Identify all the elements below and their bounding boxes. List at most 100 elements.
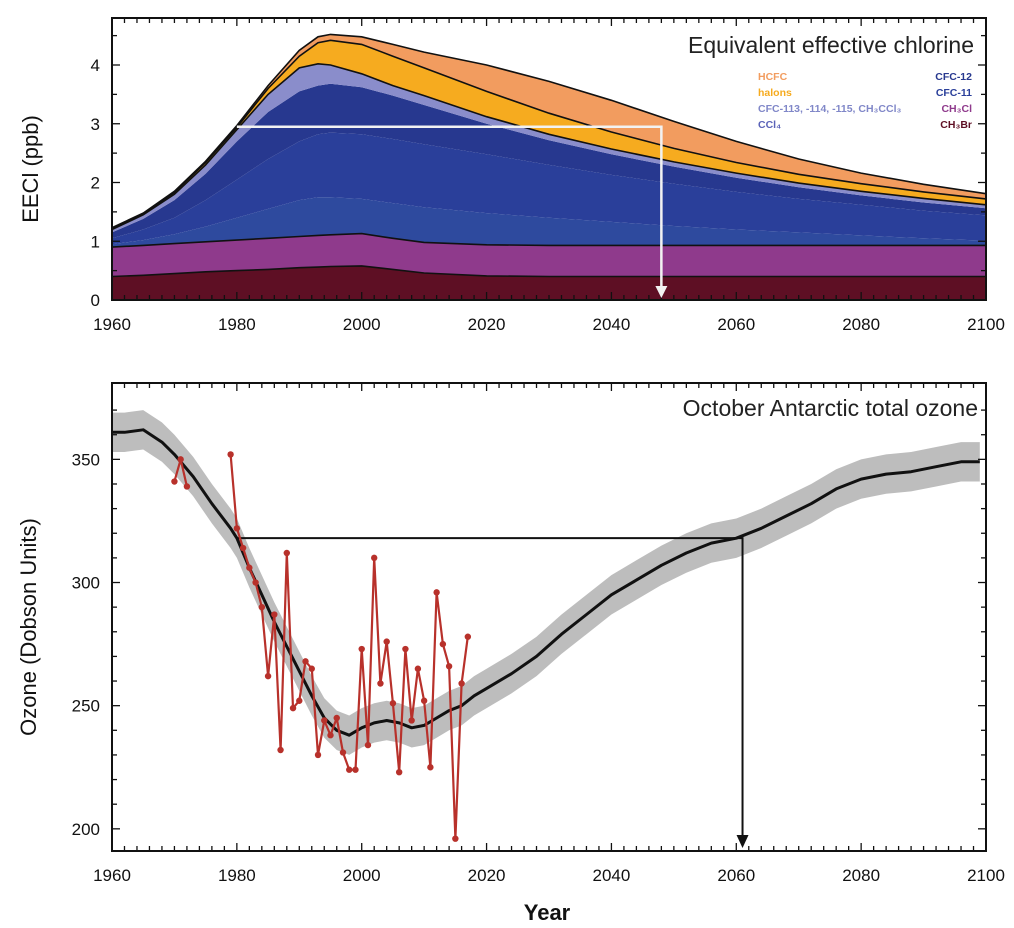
legend-entry: CFC-11 bbox=[936, 87, 972, 99]
observation-point bbox=[395, 768, 403, 776]
observation-point bbox=[333, 714, 340, 722]
legend-entry: CCl₄ bbox=[758, 119, 781, 131]
y-tick-label: 3 bbox=[91, 115, 100, 134]
observation-point bbox=[271, 611, 278, 618]
observation-point bbox=[314, 751, 322, 759]
x-tick-label: 2040 bbox=[593, 315, 631, 334]
y-tick-label: 250 bbox=[72, 697, 100, 716]
y-tick-label: 350 bbox=[72, 450, 100, 469]
y-tick-label: 0 bbox=[91, 291, 100, 310]
observation-point bbox=[227, 451, 234, 458]
legend-entry: HCFC bbox=[758, 71, 788, 83]
x-tick-label: 2100 bbox=[967, 315, 1005, 334]
eecl-y-axis-label: EECl (ppb) bbox=[18, 115, 43, 223]
observation-point bbox=[321, 717, 328, 724]
observation-point bbox=[402, 645, 409, 653]
eecl-arrow-head bbox=[655, 286, 668, 298]
y-tick-label: 1 bbox=[91, 232, 100, 251]
observation-point bbox=[464, 633, 472, 640]
y-tick-label: 200 bbox=[72, 820, 100, 839]
observation-point bbox=[377, 680, 384, 687]
y-tick-label: 300 bbox=[72, 574, 100, 593]
observation-point bbox=[352, 766, 359, 773]
observation-point bbox=[389, 700, 397, 707]
observation-point bbox=[289, 704, 297, 712]
x-tick-label: 2020 bbox=[468, 866, 506, 885]
observation-point bbox=[433, 589, 440, 596]
x-tick-label: 2000 bbox=[343, 866, 381, 885]
legend-entry: CH₃Br bbox=[940, 119, 972, 131]
observation-point bbox=[427, 764, 434, 771]
area-ch3br bbox=[112, 265, 986, 300]
legend-entry: CFC-113, -114, -115, CH₃CCl₃ bbox=[758, 103, 901, 115]
observation-point bbox=[439, 640, 447, 648]
observed-line-segment bbox=[229, 454, 469, 840]
observation-point bbox=[283, 549, 290, 557]
x-tick-label: 1980 bbox=[218, 315, 256, 334]
area-cfc-12 bbox=[112, 83, 986, 239]
ozone-panel: 1960 1980 2000 2020 2040 2060 2080 2100 200 250 30… bbox=[16, 382, 1005, 925]
x-tick-label: 2000 bbox=[343, 315, 381, 334]
area-cfc-11 bbox=[112, 132, 986, 245]
ozone-chart-title: October Antarctic total ozone bbox=[683, 395, 978, 421]
observation-point bbox=[308, 665, 315, 672]
eecl-panel: 1960 1980 2000 2020 2040 2060 2080 2100 0 1 2 3 4 Eq… bbox=[18, 17, 1005, 334]
observation-point bbox=[364, 741, 372, 749]
x-tick-label: 2020 bbox=[468, 315, 506, 334]
legend-entry: halons bbox=[758, 87, 792, 99]
model-uncertainty-band bbox=[112, 410, 980, 755]
x-tick-label: 2100 bbox=[967, 866, 1005, 885]
observation-point bbox=[302, 658, 309, 665]
legend: HCFC halons CFC-113, -114, -115, CH₃CCl₃ CC… bbox=[752, 64, 976, 142]
y-tick-label: 2 bbox=[91, 174, 100, 193]
observation-point bbox=[246, 564, 253, 571]
ozone-y-axis-label: Ozone (Dobson Units) bbox=[16, 518, 41, 736]
observation-point bbox=[452, 835, 459, 842]
observation-point bbox=[408, 717, 415, 724]
x-tick-label: 1960 bbox=[93, 866, 131, 885]
observation-point bbox=[358, 645, 365, 653]
observation-point bbox=[327, 732, 334, 739]
eecl-annotation bbox=[236, 125, 668, 298]
observation-point bbox=[239, 544, 247, 552]
x-tick-label: 1980 bbox=[218, 866, 256, 885]
legend-entry: CFC-12 bbox=[935, 71, 972, 83]
ozone-x-axis-label: Year bbox=[524, 900, 571, 925]
observation-point bbox=[420, 697, 428, 704]
observation-point bbox=[383, 638, 390, 645]
x-tick-label: 2060 bbox=[717, 866, 755, 885]
legend-entry: CH₃Cl bbox=[941, 103, 972, 115]
ozone-ticks: 1960 1980 2000 2020 2040 2060 2080 2100 200 250 30… bbox=[72, 383, 1005, 885]
ozone-plot-frame bbox=[111, 382, 987, 852]
boundary-ch3cl bbox=[111, 232, 986, 248]
boundary-hcfc bbox=[111, 33, 987, 229]
eecl-stacked-areas bbox=[111, 33, 987, 300]
observation-point bbox=[171, 478, 178, 485]
eecl-plot-frame bbox=[111, 17, 987, 301]
observation-point bbox=[233, 525, 241, 532]
observation-point bbox=[258, 603, 266, 611]
observation-point bbox=[339, 749, 347, 756]
observation-point bbox=[414, 665, 422, 672]
y-tick-label: 4 bbox=[91, 56, 100, 75]
eecl-threshold-line bbox=[236, 125, 663, 294]
boundary-ch3br bbox=[111, 265, 986, 278]
legend-box bbox=[752, 64, 976, 142]
observation-point bbox=[458, 680, 465, 687]
observation-point bbox=[296, 697, 303, 704]
observation-point bbox=[264, 672, 272, 680]
observation-point bbox=[445, 663, 453, 670]
observation-point bbox=[183, 483, 191, 490]
x-tick-label: 1960 bbox=[93, 315, 131, 334]
observation-point bbox=[252, 579, 259, 586]
x-tick-label: 2080 bbox=[842, 866, 880, 885]
ozone-recovery-line bbox=[236, 537, 744, 841]
observation-point bbox=[177, 456, 184, 463]
boundary-halons bbox=[111, 39, 987, 230]
eecl-chart-title: Equivalent effective chlorine bbox=[688, 32, 974, 58]
boundary-cfc-113-114-115-ch3ccl3 bbox=[111, 62, 987, 231]
x-tick-label: 2060 bbox=[717, 315, 755, 334]
observation-point bbox=[346, 766, 353, 773]
ozone-arrow-head bbox=[736, 835, 749, 848]
